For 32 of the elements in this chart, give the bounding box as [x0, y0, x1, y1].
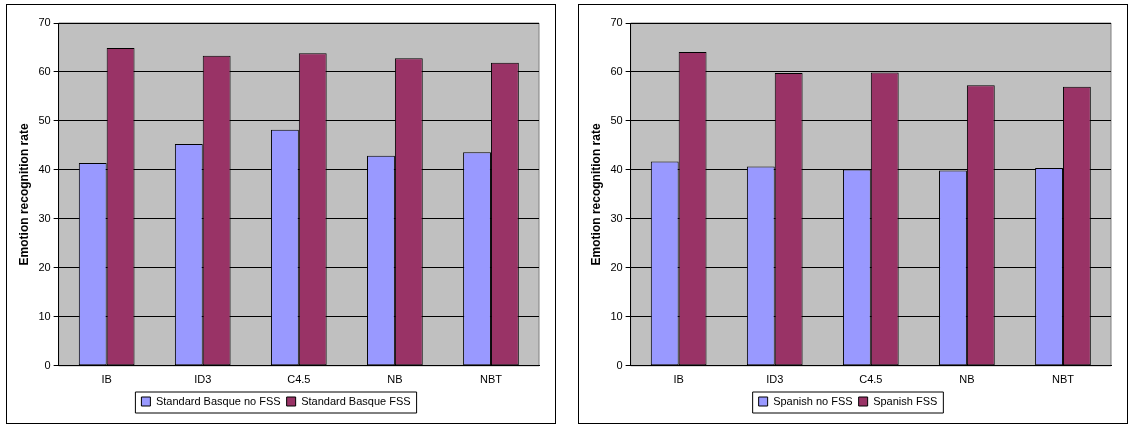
y-tick-label: 50 — [610, 113, 623, 126]
x-tick-label: NB — [959, 373, 975, 386]
y-tick-label: 60 — [38, 65, 51, 77]
x-tick-label: C4.5 — [287, 373, 311, 386]
legend-label: Spanish no FSS — [773, 394, 853, 407]
y-axis-title: Emotion recognition rate — [588, 123, 603, 266]
legend-label: Standard Basque no FSS — [155, 394, 281, 407]
y-tick-label: 10 — [610, 309, 623, 322]
y-tick-label: 0 — [44, 358, 51, 371]
y-tick-label: 30 — [38, 211, 51, 224]
y-tick-label: 40 — [610, 162, 623, 175]
y-tick-label: 10 — [38, 309, 51, 322]
y-tick-label: 30 — [610, 211, 623, 224]
x-tick-label: NBT — [479, 373, 503, 386]
x-tick-label: IB — [673, 373, 684, 386]
x-tick-label: IB — [101, 373, 112, 386]
y-tick-label: 20 — [38, 260, 51, 273]
x-tick-label: ID3 — [766, 373, 784, 386]
y-tick-label: 70 — [38, 16, 51, 29]
y-tick-label: 40 — [38, 162, 51, 175]
y-tick-label: 70 — [610, 16, 623, 29]
legend-label: Spanish FSS — [873, 394, 938, 407]
y-tick-label: 60 — [610, 65, 623, 77]
y-tick-label: 20 — [610, 260, 623, 273]
y-tick-label: 0 — [616, 358, 623, 371]
x-tick-label: ID3 — [194, 373, 212, 386]
x-tick-label: NBT — [1051, 373, 1075, 386]
y-tick-label: 50 — [38, 113, 51, 126]
y-axis-title: Emotion recognition rate — [16, 123, 31, 266]
legend-label: Standard Basque FSS — [301, 394, 411, 407]
x-tick-label: C4.5 — [859, 373, 883, 386]
x-tick-label: NB — [387, 373, 403, 386]
